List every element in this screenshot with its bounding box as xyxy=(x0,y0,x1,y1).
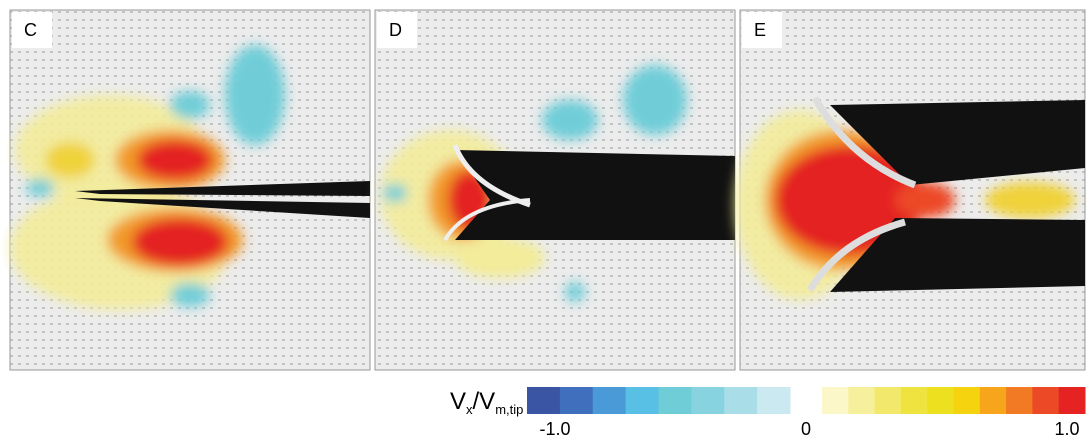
colorbar-swatch xyxy=(848,387,876,414)
panel-label-box xyxy=(742,12,782,48)
panel-d xyxy=(374,9,736,371)
needle xyxy=(75,198,370,218)
colorbar-swatch xyxy=(757,387,791,414)
colorbar-swatch xyxy=(900,387,928,414)
contours xyxy=(10,45,285,310)
colorbar-swatch xyxy=(658,387,692,414)
panel-label: E xyxy=(754,20,766,40)
colorbar-swatch xyxy=(953,387,981,414)
label-sub: x xyxy=(466,402,473,417)
label-part: V xyxy=(450,388,466,415)
blade xyxy=(806,218,906,292)
colorbar-tick-label: 1.0 xyxy=(1054,419,1079,439)
colorbar-swatch xyxy=(822,387,849,414)
needle xyxy=(75,181,370,196)
colorbar-swatch xyxy=(625,387,659,414)
label-part: /V xyxy=(473,388,496,415)
colorbar-label: Vx/Vm,tip xyxy=(450,388,523,417)
colorbar-swatch xyxy=(1058,387,1086,414)
colorbar: Vx/Vm,tip -1.0 0 1.0 xyxy=(450,387,1086,439)
colorbar-swatch xyxy=(1032,387,1060,414)
colorbar-swatch xyxy=(874,387,902,414)
colorbar-swatch xyxy=(979,387,1007,414)
blade xyxy=(811,96,917,189)
panel-c xyxy=(9,9,371,371)
colorbar-tick-label: -1.0 xyxy=(539,419,570,439)
panel-e xyxy=(735,9,1086,371)
colorbar-swatch xyxy=(691,387,725,414)
colorbar-swatch xyxy=(592,387,627,414)
colorbar-swatch xyxy=(724,387,758,414)
blade xyxy=(443,198,531,242)
mouthpart xyxy=(830,100,1085,185)
mouthpart xyxy=(455,150,735,240)
colorbar-swatch xyxy=(527,387,561,414)
panel-label-box xyxy=(12,12,52,48)
colorbar-tick-label: 0 xyxy=(801,419,811,439)
mouthpart xyxy=(830,218,1085,292)
colorbar-swatch xyxy=(559,387,594,414)
panel-label-box xyxy=(377,12,417,48)
panel-label: C xyxy=(24,20,37,40)
label-sub: m,tip xyxy=(495,402,523,417)
colorbar-swatch xyxy=(927,387,954,414)
panel-label: D xyxy=(389,20,402,40)
colorbar-swatch xyxy=(1006,387,1033,414)
panel-labels: C D E xyxy=(12,12,782,48)
